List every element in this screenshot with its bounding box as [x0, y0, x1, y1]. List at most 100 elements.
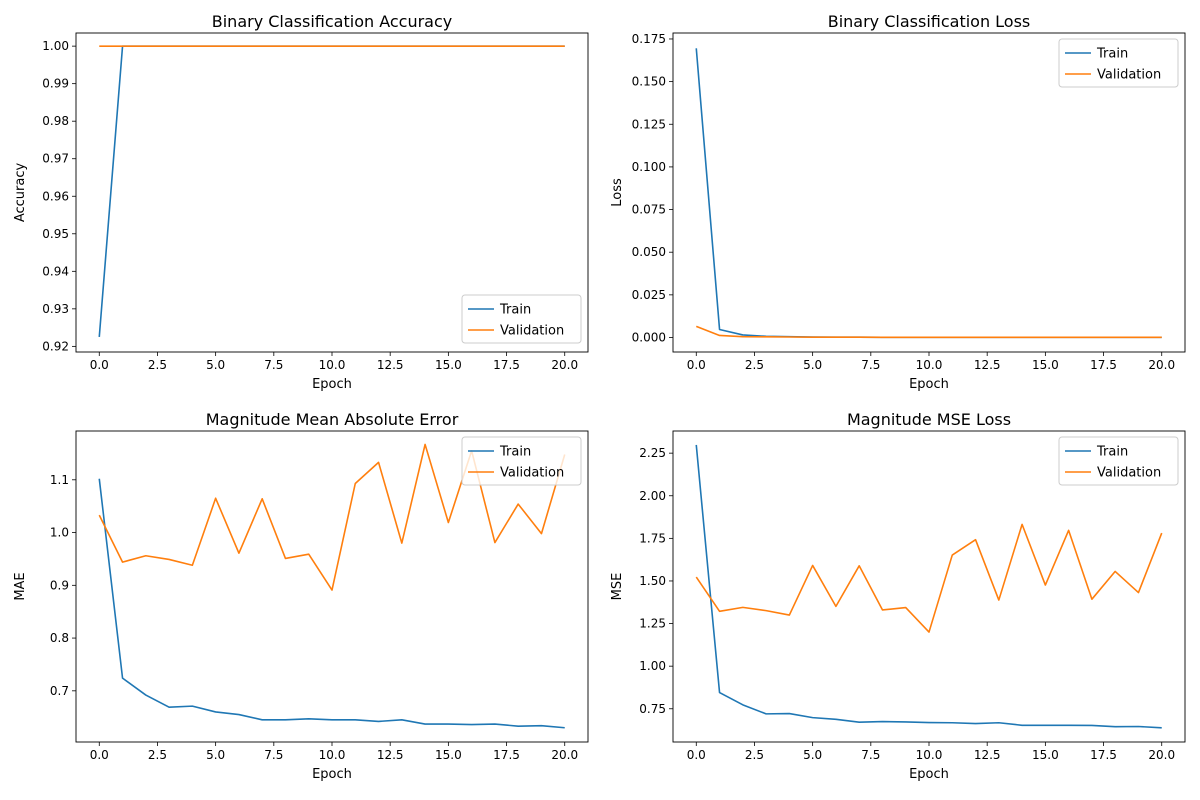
y-tick-label: 1.0	[50, 526, 69, 540]
x-tick-label: 7.5	[861, 358, 880, 372]
x-tick-label: 5.0	[206, 358, 225, 372]
y-tick-label: 0.7	[50, 684, 69, 698]
series-line-validation	[695, 325, 1162, 339]
chart-panel-3: Magnitude Mean Absolute Error 0.0 2.5 5.0 7.…	[13, 410, 589, 782]
y-tick-label: 0.95	[42, 227, 69, 241]
legend-label-validation: Validation	[500, 324, 564, 339]
chart-title: Binary Classification Accuracy	[212, 12, 453, 31]
y-tick-label: 0.075	[632, 203, 666, 217]
x-tick-label: 7.5	[861, 748, 880, 762]
x-tick-label: 2.5	[745, 748, 764, 762]
legend: Train Validation	[461, 436, 582, 486]
legend-label-train: Train	[1096, 47, 1128, 62]
x-tick-label: 15.0	[1032, 748, 1059, 762]
x-tick-label: 15.0	[435, 358, 462, 372]
x-tick-label: 15.0	[435, 748, 462, 762]
legend-label-train: Train	[499, 303, 531, 318]
x-tick-label: 20.0	[551, 358, 578, 372]
legend-label-train: Train	[1096, 445, 1128, 460]
y-tick-label: 0.98	[42, 114, 69, 128]
x-tick-label: 12.5	[377, 748, 404, 762]
legend-label-train: Train	[499, 445, 531, 460]
x-tick-label: 12.5	[974, 358, 1001, 372]
y-tick-label: 0.97	[42, 152, 69, 166]
x-axis-label: Epoch	[312, 377, 352, 392]
x-axis-label: Epoch	[909, 767, 949, 782]
legend-box	[1058, 436, 1179, 486]
x-tick-label: 10.0	[319, 748, 346, 762]
y-tick-label: 1.25	[639, 617, 666, 631]
series-line-train	[98, 478, 565, 729]
plot-frame	[75, 430, 589, 743]
x-tick-label: 17.5	[1090, 748, 1117, 762]
x-tick-label: 2.5	[148, 748, 167, 762]
plot-frame	[672, 32, 1186, 353]
y-axis-label: Loss	[610, 178, 625, 207]
legend-label-validation: Validation	[1097, 466, 1161, 481]
x-tick-label: 17.5	[493, 358, 520, 372]
x-tick-label: 5.0	[803, 358, 822, 372]
x-tick-label: 17.5	[493, 748, 520, 762]
x-tick-label: 20.0	[551, 748, 578, 762]
y-tick-label: 0.025	[632, 288, 666, 302]
x-tick-label: 10.0	[916, 358, 943, 372]
x-axis-label: Epoch	[909, 377, 949, 392]
y-tick-label: 0.96	[42, 189, 69, 203]
x-tick-label: 7.5	[264, 748, 283, 762]
x-tick-label: 15.0	[1032, 358, 1059, 372]
y-tick-label: 2.00	[639, 489, 666, 503]
x-tick-label: 5.0	[803, 748, 822, 762]
x-tick-label: 10.0	[319, 358, 346, 372]
chart-panel-4: Magnitude MSE Loss 0.0 2.5 5.0 7.5 10.0 12.5 15…	[610, 410, 1186, 782]
plot-frame	[75, 32, 589, 353]
legend: Train Validation	[1058, 38, 1179, 88]
y-tick-label: 0.050	[632, 245, 666, 259]
y-axis-label: MAE	[13, 572, 28, 600]
legend: Train Validation	[1058, 436, 1179, 486]
chart-title: Magnitude Mean Absolute Error	[206, 410, 459, 429]
x-tick-label: 2.5	[745, 358, 764, 372]
series-line-validation	[98, 443, 566, 591]
x-tick-label: 10.0	[916, 748, 943, 762]
series-line-train	[695, 48, 1162, 339]
y-tick-label: 0.99	[42, 77, 69, 91]
y-tick-label: 0.000	[632, 331, 666, 345]
chart-title: Binary Classification Loss	[828, 12, 1031, 31]
y-tick-label: 0.175	[632, 32, 666, 46]
x-tick-label: 0.0	[687, 358, 706, 372]
x-tick-label: 5.0	[206, 748, 225, 762]
x-tick-label: 20.0	[1148, 748, 1175, 762]
y-tick-label: 0.8	[50, 631, 69, 645]
legend-box	[461, 294, 582, 344]
legend-box	[1058, 38, 1179, 88]
chart-panel-2: Binary Classification Loss 0.0 2.5 5.0 7.5 10…	[610, 12, 1186, 392]
y-tick-label: 2.25	[639, 446, 666, 460]
series-line-train	[695, 444, 1162, 729]
y-tick-label: 0.93	[42, 302, 69, 316]
y-tick-label: 1.75	[639, 531, 666, 545]
legend-label-validation: Validation	[1097, 68, 1161, 83]
y-tick-label: 1.00	[639, 659, 666, 673]
x-tick-label: 12.5	[974, 748, 1001, 762]
legend-box	[461, 436, 582, 486]
x-tick-label: 12.5	[377, 358, 404, 372]
x-tick-label: 2.5	[148, 358, 167, 372]
y-tick-label: 0.100	[632, 160, 666, 174]
y-axis-label: Accuracy	[13, 163, 28, 223]
chart-panel-1: Binary Classification Accuracy 0.0 2.5 5.0 7…	[13, 12, 589, 392]
y-tick-label: 0.75	[639, 702, 666, 716]
y-tick-label: 0.125	[632, 117, 666, 131]
x-tick-label: 0.0	[90, 748, 109, 762]
x-tick-label: 0.0	[90, 358, 109, 372]
y-tick-label: 1.00	[42, 39, 69, 53]
series-line-train	[98, 45, 565, 338]
y-tick-label: 0.92	[42, 339, 69, 353]
legend: Train Validation	[461, 294, 582, 344]
legend-label-validation: Validation	[500, 466, 564, 481]
x-tick-label: 17.5	[1090, 358, 1117, 372]
series-line-validation	[695, 523, 1163, 633]
y-tick-label: 0.150	[632, 75, 666, 89]
x-tick-label: 0.0	[687, 748, 706, 762]
chart-title: Magnitude MSE Loss	[847, 410, 1011, 429]
